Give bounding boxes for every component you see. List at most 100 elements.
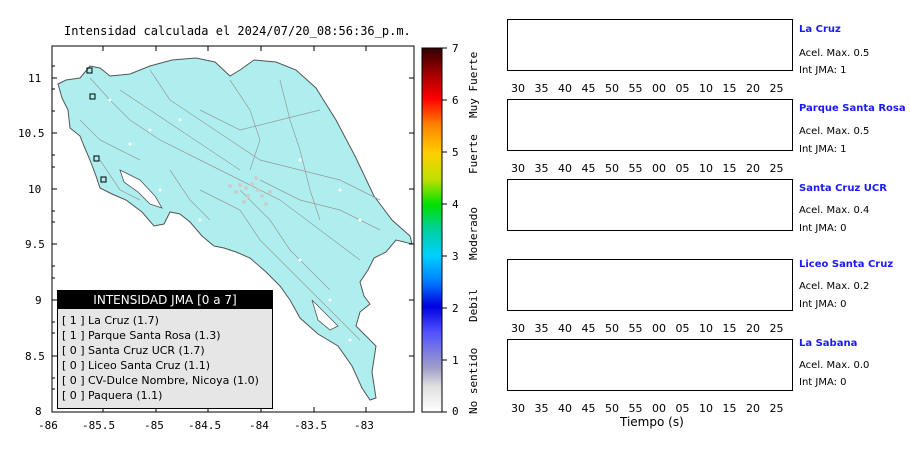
station-marker-liceo-santa-cruz[interactable]	[100, 176, 107, 183]
station-accel-liceo-santa-cruz: Acel. Max. 0.2	[799, 281, 870, 292]
legend-label: CV-Dulce Nombre, Nicoya (1.0)	[88, 374, 259, 387]
time-tick-label: 45	[581, 162, 596, 175]
station-name-la-sabana: La Sabana	[799, 338, 858, 349]
lon-tick--84: -84	[249, 419, 269, 432]
gulf-nicoya	[119, 169, 163, 209]
intensity-legend: INTENSIDAD JMA [0 a 7] [ 1 ] La Cruz (1.7…	[57, 290, 273, 409]
station-jma-santa-cruz-ucr: Int JMA: 0	[799, 223, 847, 234]
lat-tick-11: 11	[28, 72, 42, 85]
legend-label: Santa Cruz UCR (1.7)	[88, 344, 205, 357]
time-tick-label: 25	[769, 162, 784, 175]
station-marker-la-cruz[interactable]	[86, 67, 93, 74]
station-name-santa-cruz-ucr: Santa Cruz UCR	[799, 183, 887, 194]
station-name-parque-santa-rosa: Parque Santa Rosa	[799, 103, 906, 114]
lon-tick--84.5: -84.5	[188, 419, 222, 432]
time-tick-label: 35	[534, 162, 549, 175]
legend-bracket: [ 0 ]	[62, 374, 85, 387]
station-accel-santa-cruz-ucr: Acel. Max. 0.4	[799, 205, 870, 216]
colorbar	[421, 47, 443, 413]
lat-tick-10.5: 10.5	[18, 127, 45, 140]
time-tick-label: 10	[699, 162, 713, 175]
station-jma-liceo-santa-cruz: Int JMA: 0	[799, 299, 847, 310]
time-tick-label: 50	[605, 322, 619, 335]
lat-tick-9: 9	[35, 294, 42, 307]
time-tick-label: 40	[558, 322, 572, 335]
golfo-dulce	[311, 299, 339, 331]
station-name-liceo-santa-cruz: Liceo Santa Cruz	[799, 259, 894, 270]
colorbar-tick-7: 7	[452, 42, 459, 55]
station-marker-parque-santa-rosa[interactable]	[89, 93, 96, 100]
time-tick-label: 00	[652, 322, 666, 335]
map-ticks	[52, 46, 414, 412]
time-tick-label: 35	[534, 82, 549, 95]
time-tick-label: 55	[628, 82, 643, 95]
time-tick-label: 25	[769, 402, 784, 415]
legend-label: Parque Santa Rosa (1.3)	[88, 329, 221, 342]
colorbar-tick-5: 5	[452, 146, 459, 159]
station-marker-santa-cruz-ucr[interactable]	[93, 155, 100, 162]
time-tick-label: 45	[581, 82, 596, 95]
legend-label: Liceo Santa Cruz (1.1)	[88, 359, 210, 372]
lat-tick-10: 10	[28, 183, 42, 196]
colorbar-tick-4: 4	[452, 198, 459, 211]
urban-cluster	[228, 176, 272, 206]
x-axis-label: Tiempo (s)	[620, 415, 684, 429]
time-tick-label: 15	[722, 402, 737, 415]
time-tick-label: 00	[652, 402, 666, 415]
time-tick-label: 20	[746, 402, 760, 415]
trace-panel-la-cruz	[507, 19, 793, 71]
time-tick-label: 50	[605, 82, 619, 95]
time-tick-label: 45	[581, 322, 596, 335]
time-tick-label: 55	[628, 402, 643, 415]
time-tick-label: 50	[605, 162, 619, 175]
colorbar-ticks	[442, 47, 447, 413]
time-tick-label: 35	[534, 322, 549, 335]
lon-tick--83: -83	[354, 419, 374, 432]
category-no-sentido: No sentido	[467, 347, 480, 414]
time-tick-label: 15	[722, 322, 737, 335]
colorbar-tick-0: 0	[452, 405, 459, 418]
time-tick-label: 05	[675, 82, 690, 95]
time-tick-label: 00	[652, 162, 666, 175]
legend-row: [ 0 ] CV-Dulce Nombre, Nicoya (1.0)	[58, 373, 272, 388]
time-tick-label: 45	[581, 402, 596, 415]
time-tick-label: 15	[722, 162, 737, 175]
time-tick-label: 10	[699, 82, 713, 95]
legend-label: La Cruz (1.7)	[88, 314, 159, 327]
road-network	[79, 69, 381, 341]
lon-tick--83.5: -83.5	[294, 419, 328, 432]
station-accel-la-cruz: Acel. Max. 0.5	[799, 48, 870, 59]
time-tick-label: 30	[511, 162, 525, 175]
legend-label: Paquera (1.1)	[88, 389, 163, 402]
lon-tick--86: -86	[38, 419, 58, 432]
station-accel-parque-santa-rosa: Acel. Max. 0.5	[799, 126, 870, 137]
trace-panel-la-sabana	[507, 339, 793, 391]
legend-header: INTENSIDAD JMA [0 a 7]	[58, 291, 272, 309]
city-points	[108, 98, 362, 342]
category-fuerte: Fuerte	[467, 134, 480, 174]
station-markers	[86, 67, 107, 183]
legend-row: [ 0 ] Paquera (1.1)	[58, 388, 272, 403]
time-tick-label: 00	[652, 82, 666, 95]
legend-row: [ 0 ] Liceo Santa Cruz (1.1)	[58, 358, 272, 373]
legend-bracket: [ 0 ]	[62, 359, 85, 372]
colorbar-tick-3: 3	[452, 250, 459, 263]
station-jma-la-sabana: Int JMA: 0	[799, 377, 847, 388]
category-muy-fuerte: Muy Fuerte	[467, 51, 480, 118]
time-tick-label: 25	[769, 82, 784, 95]
map-title: Intensidad calculada el 2024/07/20_08:56…	[64, 24, 411, 38]
time-tick-label: 30	[511, 402, 525, 415]
time-tick-label: 20	[746, 162, 760, 175]
trace-panel-parque-santa-rosa	[507, 99, 793, 151]
lat-tick-9.5: 9.5	[25, 238, 45, 251]
time-tick-label: 40	[558, 402, 572, 415]
lat-tick-8: 8	[35, 405, 42, 418]
colorbar-tick-1: 1	[452, 354, 459, 367]
time-tick-label: 35	[534, 402, 549, 415]
time-tick-label: 05	[675, 162, 690, 175]
time-tick-label: 30	[511, 322, 525, 335]
legend-bracket: [ 0 ]	[62, 389, 85, 402]
legend-bracket: [ 1 ]	[62, 329, 85, 342]
time-tick-label: 40	[558, 162, 572, 175]
colorbar-tick-6: 6	[452, 94, 459, 107]
